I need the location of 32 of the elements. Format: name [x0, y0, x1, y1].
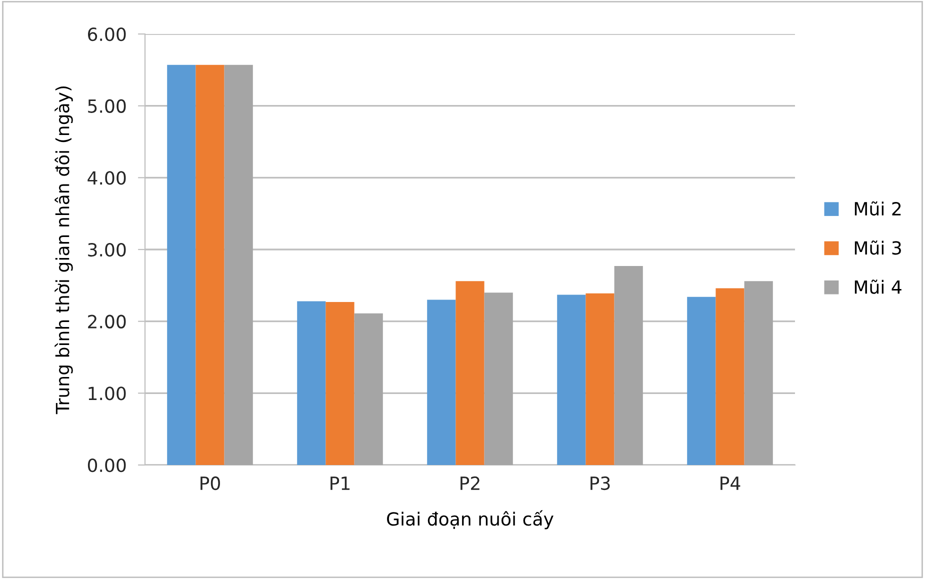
y-tick-label: 1.00 — [88, 386, 126, 400]
bar — [427, 300, 456, 465]
x-axis-title: Giai đoạn nuôi cấy — [387, 510, 554, 530]
bar — [484, 292, 513, 465]
bar — [167, 64, 196, 465]
bar — [557, 294, 586, 465]
bar — [586, 293, 614, 465]
bar — [456, 281, 484, 465]
bar — [687, 296, 716, 465]
bar — [297, 301, 326, 465]
y-tick-label: 6.00 — [88, 27, 126, 42]
bar — [196, 64, 224, 465]
legend-label: Mũi 2 — [854, 201, 901, 216]
y-tick-label: 0.00 — [88, 458, 126, 472]
y-axis-title: Trung bình thời gian nhân đôi (ngày) — [54, 86, 73, 414]
bar — [354, 313, 383, 465]
legend-label: Mũi 4 — [854, 280, 902, 294]
y-tick-label: 5.00 — [88, 99, 126, 113]
x-tick-label: P3 — [590, 476, 610, 490]
x-tick-label: P2 — [460, 476, 480, 490]
y-tick-label: 2.00 — [88, 314, 126, 328]
bar — [716, 288, 744, 465]
x-tick-label: P4 — [720, 476, 740, 490]
y-tick-label: 3.00 — [88, 242, 126, 257]
bar — [224, 64, 253, 465]
x-tick-label: P0 — [200, 476, 220, 490]
x-tick-label: P1 — [330, 476, 350, 490]
bar — [744, 281, 773, 465]
bar — [326, 302, 354, 465]
bar — [614, 266, 643, 465]
y-tick-label: 4.00 — [88, 171, 126, 185]
legend-label: Mũi 3 — [854, 240, 901, 255]
